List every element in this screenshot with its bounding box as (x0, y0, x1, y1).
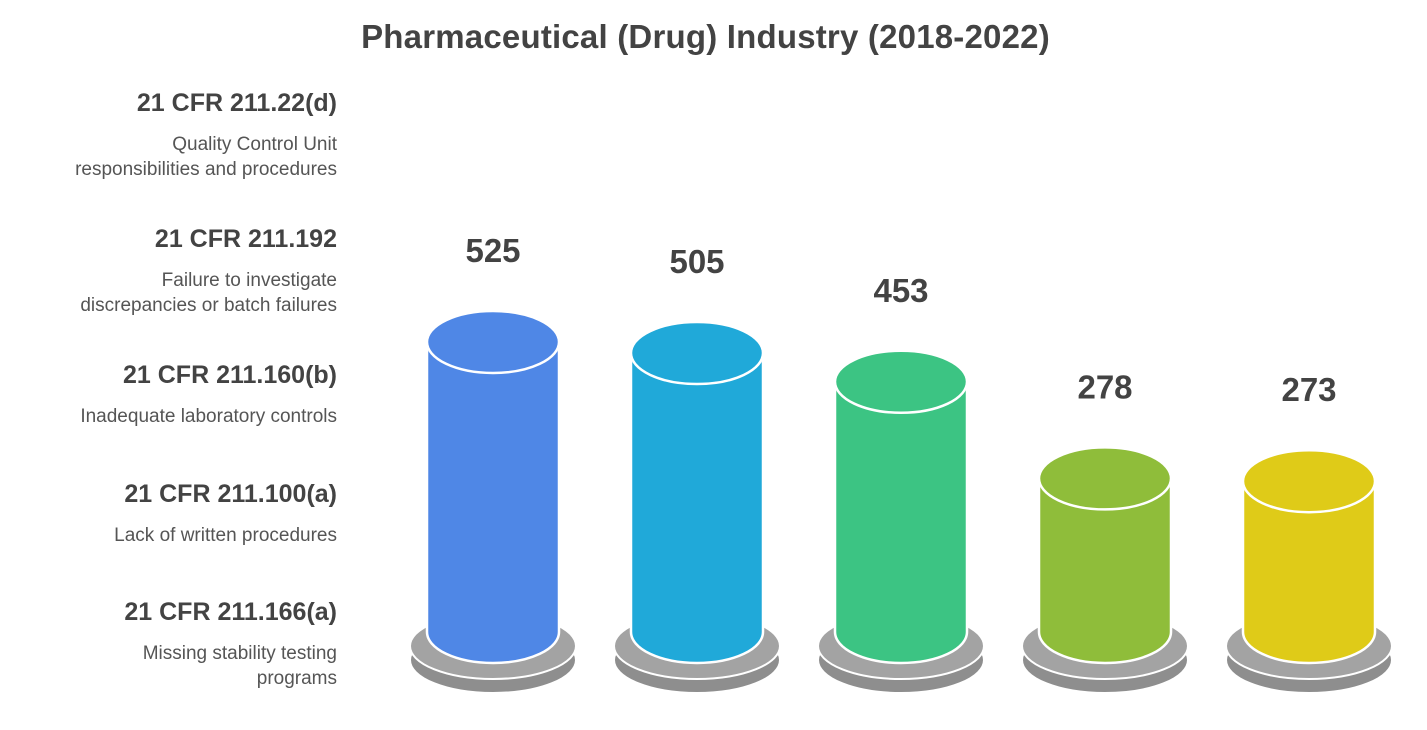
legend-item: 21 CFR 211.22(d) Quality Control Unit re… (20, 88, 337, 182)
legend-item: 21 CFR 211.100(a) Lack of written proced… (20, 479, 337, 548)
bar (817, 349, 985, 694)
value-label: 273 (1281, 371, 1336, 408)
legend-item: 21 CFR 211.160(b) Inadequate laboratory … (20, 360, 337, 429)
legend-code: 21 CFR 211.22(d) (136, 89, 337, 117)
legend-description: Missing stability testing programs (142, 643, 337, 689)
legend-code: 21 CFR 211.166(a) (124, 598, 337, 626)
value-label: 525 (465, 232, 520, 269)
legend-description: Quality Control Unit responsibilities an… (75, 134, 337, 180)
bar-body (425, 340, 561, 665)
bar-body (1241, 479, 1377, 665)
bar-top (1037, 446, 1173, 511)
bar (613, 320, 781, 694)
bar-body (833, 380, 969, 665)
legend-description: Lack of written procedures (114, 525, 337, 546)
legend-code: 21 CFR 211.100(a) (124, 480, 337, 508)
bar-top (629, 320, 765, 386)
chart-title: Pharmaceutical (Drug) Industry (2018-202… (361, 18, 1050, 55)
bar-body (629, 351, 765, 665)
bar-top (425, 309, 561, 375)
bar-body (1037, 477, 1173, 665)
legend-description: Inadequate laboratory controls (80, 406, 337, 427)
bar (1021, 446, 1189, 694)
legend-code: 21 CFR 211.192 (154, 225, 337, 253)
value-label: 453 (873, 272, 928, 309)
legend-description: Failure to investigate discrepancies or … (80, 270, 337, 316)
value-label: 278 (1077, 368, 1132, 405)
bar (409, 309, 577, 694)
bar-top (1241, 448, 1377, 514)
bar (1225, 448, 1393, 694)
bar-top (833, 349, 969, 415)
value-label: 505 (669, 243, 724, 280)
legend-item: 21 CFR 211.192 Failure to investigate di… (20, 224, 337, 318)
legend-code: 21 CFR 211.160(b) (123, 361, 337, 389)
legend-item: 21 CFR 211.166(a) Missing stability test… (20, 597, 337, 691)
